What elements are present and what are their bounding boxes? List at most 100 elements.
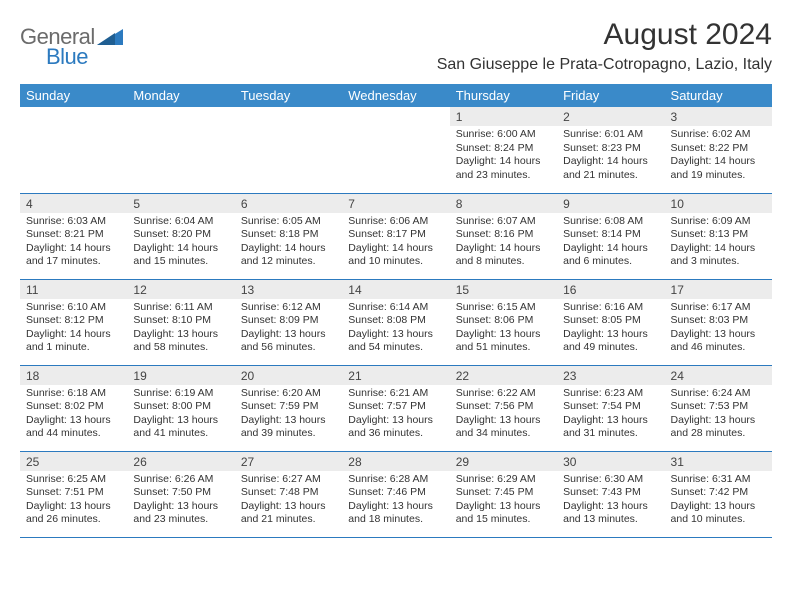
daylight-line: Daylight: 14 hours and 23 minutes.	[456, 155, 551, 182]
day-details: Sunrise: 6:05 AMSunset: 8:18 PMDaylight:…	[235, 213, 342, 274]
col-friday: Friday	[557, 84, 664, 107]
logo-triangle-icon	[97, 27, 123, 50]
daylight-line: Daylight: 13 hours and 15 minutes.	[456, 500, 551, 527]
day-details: Sunrise: 6:24 AMSunset: 7:53 PMDaylight:…	[665, 385, 772, 446]
calendar-cell: 16Sunrise: 6:16 AMSunset: 8:05 PMDayligh…	[557, 279, 664, 365]
day-details: Sunrise: 6:17 AMSunset: 8:03 PMDaylight:…	[665, 299, 772, 360]
day-details: Sunrise: 6:30 AMSunset: 7:43 PMDaylight:…	[557, 471, 664, 532]
sunset-line: Sunset: 8:22 PM	[671, 142, 766, 156]
calendar-cell: 29Sunrise: 6:29 AMSunset: 7:45 PMDayligh…	[450, 451, 557, 537]
calendar-cell: 2Sunrise: 6:01 AMSunset: 8:23 PMDaylight…	[557, 107, 664, 193]
sunrise-line: Sunrise: 6:17 AM	[671, 301, 766, 315]
calendar-week-row: 11Sunrise: 6:10 AMSunset: 8:12 PMDayligh…	[20, 279, 772, 365]
sunset-line: Sunset: 7:57 PM	[348, 400, 443, 414]
calendar-cell: 1Sunrise: 6:00 AMSunset: 8:24 PMDaylight…	[450, 107, 557, 193]
sunset-line: Sunset: 8:20 PM	[133, 228, 228, 242]
sunset-line: Sunset: 8:00 PM	[133, 400, 228, 414]
calendar-cell: 30Sunrise: 6:30 AMSunset: 7:43 PMDayligh…	[557, 451, 664, 537]
day-details: Sunrise: 6:11 AMSunset: 8:10 PMDaylight:…	[127, 299, 234, 360]
sunrise-line: Sunrise: 6:12 AM	[241, 301, 336, 315]
col-saturday: Saturday	[665, 84, 772, 107]
day-number: 19	[127, 366, 234, 385]
daylight-line: Daylight: 13 hours and 41 minutes.	[133, 414, 228, 441]
sunset-line: Sunset: 8:10 PM	[133, 314, 228, 328]
day-number: 14	[342, 280, 449, 299]
sunrise-line: Sunrise: 6:27 AM	[241, 473, 336, 487]
day-details: Sunrise: 6:15 AMSunset: 8:06 PMDaylight:…	[450, 299, 557, 360]
calendar-cell: 27Sunrise: 6:27 AMSunset: 7:48 PMDayligh…	[235, 451, 342, 537]
daylight-line: Daylight: 13 hours and 54 minutes.	[348, 328, 443, 355]
calendar-cell: 8Sunrise: 6:07 AMSunset: 8:16 PMDaylight…	[450, 193, 557, 279]
day-number: 3	[665, 107, 772, 126]
calendar-cell: 17Sunrise: 6:17 AMSunset: 8:03 PMDayligh…	[665, 279, 772, 365]
col-monday: Monday	[127, 84, 234, 107]
daylight-line: Daylight: 13 hours and 21 minutes.	[241, 500, 336, 527]
col-wednesday: Wednesday	[342, 84, 449, 107]
day-details: Sunrise: 6:00 AMSunset: 8:24 PMDaylight:…	[450, 126, 557, 187]
day-details: Sunrise: 6:12 AMSunset: 8:09 PMDaylight:…	[235, 299, 342, 360]
sunset-line: Sunset: 8:13 PM	[671, 228, 766, 242]
day-details: Sunrise: 6:31 AMSunset: 7:42 PMDaylight:…	[665, 471, 772, 532]
logo-word2: Blue	[46, 44, 88, 70]
day-number: 18	[20, 366, 127, 385]
sunrise-line: Sunrise: 6:11 AM	[133, 301, 228, 315]
day-details: Sunrise: 6:27 AMSunset: 7:48 PMDaylight:…	[235, 471, 342, 532]
calendar-cell: 9Sunrise: 6:08 AMSunset: 8:14 PMDaylight…	[557, 193, 664, 279]
daylight-line: Daylight: 14 hours and 12 minutes.	[241, 242, 336, 269]
daylight-line: Daylight: 13 hours and 36 minutes.	[348, 414, 443, 441]
sunset-line: Sunset: 8:09 PM	[241, 314, 336, 328]
sunset-line: Sunset: 7:45 PM	[456, 486, 551, 500]
day-details: Sunrise: 6:26 AMSunset: 7:50 PMDaylight:…	[127, 471, 234, 532]
day-number: 24	[665, 366, 772, 385]
day-details: Sunrise: 6:23 AMSunset: 7:54 PMDaylight:…	[557, 385, 664, 446]
day-details: Sunrise: 6:29 AMSunset: 7:45 PMDaylight:…	[450, 471, 557, 532]
day-number: 28	[342, 452, 449, 471]
calendar-table: Sunday Monday Tuesday Wednesday Thursday…	[20, 84, 772, 538]
day-number	[127, 107, 234, 112]
sunset-line: Sunset: 7:50 PM	[133, 486, 228, 500]
sunset-line: Sunset: 7:48 PM	[241, 486, 336, 500]
daylight-line: Daylight: 13 hours and 58 minutes.	[133, 328, 228, 355]
daylight-line: Daylight: 13 hours and 34 minutes.	[456, 414, 551, 441]
day-number	[235, 107, 342, 112]
day-number: 5	[127, 194, 234, 213]
calendar-cell: 18Sunrise: 6:18 AMSunset: 8:02 PMDayligh…	[20, 365, 127, 451]
day-number: 13	[235, 280, 342, 299]
day-details: Sunrise: 6:04 AMSunset: 8:20 PMDaylight:…	[127, 213, 234, 274]
day-details: Sunrise: 6:06 AMSunset: 8:17 PMDaylight:…	[342, 213, 449, 274]
daylight-line: Daylight: 13 hours and 26 minutes.	[26, 500, 121, 527]
sunset-line: Sunset: 8:06 PM	[456, 314, 551, 328]
day-number: 22	[450, 366, 557, 385]
calendar-cell: 21Sunrise: 6:21 AMSunset: 7:57 PMDayligh…	[342, 365, 449, 451]
sunrise-line: Sunrise: 6:28 AM	[348, 473, 443, 487]
calendar-cell: 10Sunrise: 6:09 AMSunset: 8:13 PMDayligh…	[665, 193, 772, 279]
calendar-cell	[127, 107, 234, 193]
day-number: 25	[20, 452, 127, 471]
day-number: 29	[450, 452, 557, 471]
sunrise-line: Sunrise: 6:01 AM	[563, 128, 658, 142]
sunrise-line: Sunrise: 6:00 AM	[456, 128, 551, 142]
calendar-cell: 7Sunrise: 6:06 AMSunset: 8:17 PMDaylight…	[342, 193, 449, 279]
calendar-week-row: 25Sunrise: 6:25 AMSunset: 7:51 PMDayligh…	[20, 451, 772, 537]
sunrise-line: Sunrise: 6:30 AM	[563, 473, 658, 487]
sunrise-line: Sunrise: 6:19 AM	[133, 387, 228, 401]
calendar-cell: 14Sunrise: 6:14 AMSunset: 8:08 PMDayligh…	[342, 279, 449, 365]
calendar-week-row: 1Sunrise: 6:00 AMSunset: 8:24 PMDaylight…	[20, 107, 772, 193]
sunrise-line: Sunrise: 6:15 AM	[456, 301, 551, 315]
day-number: 6	[235, 194, 342, 213]
daylight-line: Daylight: 14 hours and 10 minutes.	[348, 242, 443, 269]
sunrise-line: Sunrise: 6:16 AM	[563, 301, 658, 315]
calendar-week-row: 4Sunrise: 6:03 AMSunset: 8:21 PMDaylight…	[20, 193, 772, 279]
day-number: 27	[235, 452, 342, 471]
day-details: Sunrise: 6:08 AMSunset: 8:14 PMDaylight:…	[557, 213, 664, 274]
daylight-line: Daylight: 13 hours and 28 minutes.	[671, 414, 766, 441]
header-row: General Blue August 2024 San Giuseppe le…	[20, 18, 772, 74]
day-details: Sunrise: 6:20 AMSunset: 7:59 PMDaylight:…	[235, 385, 342, 446]
sunset-line: Sunset: 8:05 PM	[563, 314, 658, 328]
sunset-line: Sunset: 8:21 PM	[26, 228, 121, 242]
day-details: Sunrise: 6:01 AMSunset: 8:23 PMDaylight:…	[557, 126, 664, 187]
daylight-line: Daylight: 14 hours and 15 minutes.	[133, 242, 228, 269]
daylight-line: Daylight: 14 hours and 1 minute.	[26, 328, 121, 355]
day-number: 8	[450, 194, 557, 213]
daylight-line: Daylight: 13 hours and 51 minutes.	[456, 328, 551, 355]
